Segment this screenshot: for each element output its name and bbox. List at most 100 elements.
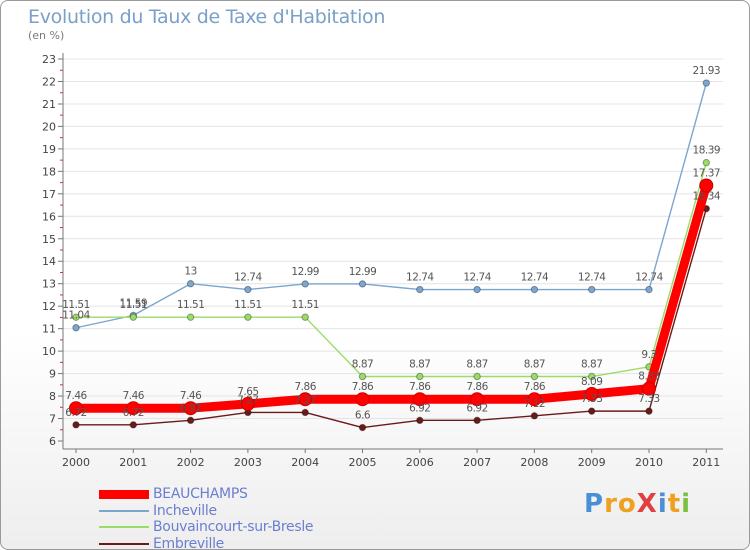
data-label: 12.74	[234, 272, 262, 284]
data-point	[72, 324, 80, 332]
legend-label: BEAUCHAMPS	[153, 486, 248, 503]
proxiti-logo: ProXiti	[584, 489, 691, 519]
data-point	[72, 421, 80, 429]
data-point	[244, 313, 252, 321]
data-label: 6.72	[123, 407, 144, 419]
legend-item: Incheville	[99, 503, 313, 520]
y-tick-label: 19	[42, 143, 56, 156]
data-label: 6.72	[65, 407, 86, 419]
x-tick-label: 2005	[349, 456, 377, 469]
data-point	[699, 178, 714, 193]
data-point	[129, 313, 138, 321]
data-point	[301, 280, 309, 288]
series-line-embreville	[75, 207, 707, 429]
legend-item: Bouvaincourt-sur-Bresle	[99, 519, 314, 536]
data-point	[530, 285, 539, 294]
data-label: 13	[184, 266, 196, 278]
y-tick-label: 10	[42, 345, 56, 358]
data-point	[416, 416, 424, 425]
data-point	[183, 401, 198, 416]
legend-swatch	[99, 509, 149, 512]
data-label: 11.59	[120, 297, 148, 309]
y-tick-label: 13	[42, 278, 56, 291]
data-label: 17.37	[693, 168, 721, 180]
logo-letter: i	[657, 489, 668, 519]
data-label: 12.74	[463, 272, 491, 284]
y-tick-label: 22	[42, 75, 56, 88]
data-point	[416, 285, 424, 294]
y-tick-label: 12	[42, 300, 56, 313]
x-tick-label: 2002	[177, 456, 205, 469]
data-point	[69, 401, 83, 416]
data-label: 7.65	[237, 386, 258, 398]
data-label: 7.33	[581, 393, 602, 405]
data-point	[298, 392, 313, 407]
data-label: 12.74	[578, 272, 606, 284]
data-label: 11.51	[234, 299, 262, 311]
logo-letter: X	[636, 489, 658, 519]
legend-item: Embreville	[99, 535, 313, 550]
data-point	[584, 387, 599, 402]
data-label: 8.33	[638, 371, 659, 383]
data-label: 11.51	[291, 299, 319, 311]
data-label: 11.51	[62, 299, 90, 311]
data-point	[355, 392, 370, 407]
data-point	[126, 401, 141, 416]
data-label: 16.34	[693, 191, 721, 203]
data-point	[588, 285, 596, 294]
data-label: 7.86	[409, 381, 431, 393]
data-point	[702, 158, 710, 167]
data-label: 7.86	[295, 381, 317, 393]
data-point	[530, 372, 539, 381]
logo-letter: o	[617, 489, 637, 519]
data-label: 7.27	[295, 394, 316, 406]
data-label: 11.51	[177, 299, 205, 311]
legend: BEAUCHAMPS Incheville Bouvaincourt-sur-Bre…	[99, 486, 314, 550]
x-tick-label: 2006	[406, 456, 434, 469]
data-label: 12.99	[349, 266, 377, 278]
x-tick-label: 2008	[520, 456, 548, 469]
y-tick-label: 8	[49, 390, 56, 403]
x-tick-label: 2011	[692, 456, 720, 469]
data-point	[72, 313, 80, 321]
y-tick-label: 18	[42, 165, 56, 178]
y-tick-label: 15	[42, 233, 56, 246]
data-label: 12.74	[521, 272, 549, 284]
legend-swatch	[99, 526, 149, 529]
data-label: 8.87	[524, 359, 545, 371]
data-label: 6.6	[355, 410, 371, 422]
data-label: 8.87	[409, 359, 430, 371]
data-label: 6.92	[180, 402, 201, 414]
x-tick-label: 2000	[62, 456, 90, 469]
legend-label: Embreville	[153, 535, 224, 550]
data-point	[244, 285, 252, 294]
data-point	[645, 407, 653, 415]
data-point	[530, 412, 539, 420]
legend-item: BEAUCHAMPS	[99, 486, 313, 503]
data-label: 7.86	[524, 381, 546, 393]
data-label: 7.46	[123, 390, 145, 402]
data-point	[473, 416, 481, 425]
data-label: 7.46	[180, 390, 202, 402]
data-label: 6.92	[466, 402, 487, 414]
y-tick-label: 11	[42, 323, 56, 336]
data-point	[473, 285, 481, 294]
data-point	[412, 392, 427, 407]
y-tick-label: 20	[42, 120, 56, 133]
data-point	[588, 407, 596, 415]
data-label: 12.99	[291, 266, 319, 278]
logo-letter: i	[681, 489, 692, 519]
data-label: 8.87	[466, 359, 487, 371]
x-tick-label: 2009	[578, 456, 606, 469]
y-tick-label: 9	[49, 368, 56, 381]
x-tick-label: 2001	[119, 456, 147, 469]
y-tick-label: 16	[42, 210, 56, 223]
y-tick-label: 14	[42, 255, 56, 268]
data-label: 8.87	[581, 359, 602, 371]
y-tick-label: 21	[42, 98, 56, 111]
data-label: 7.86	[352, 381, 374, 393]
data-point	[645, 285, 653, 294]
legend-label: Bouvaincourt-sur-Bresle	[153, 519, 314, 536]
data-label: 18.39	[693, 145, 721, 157]
